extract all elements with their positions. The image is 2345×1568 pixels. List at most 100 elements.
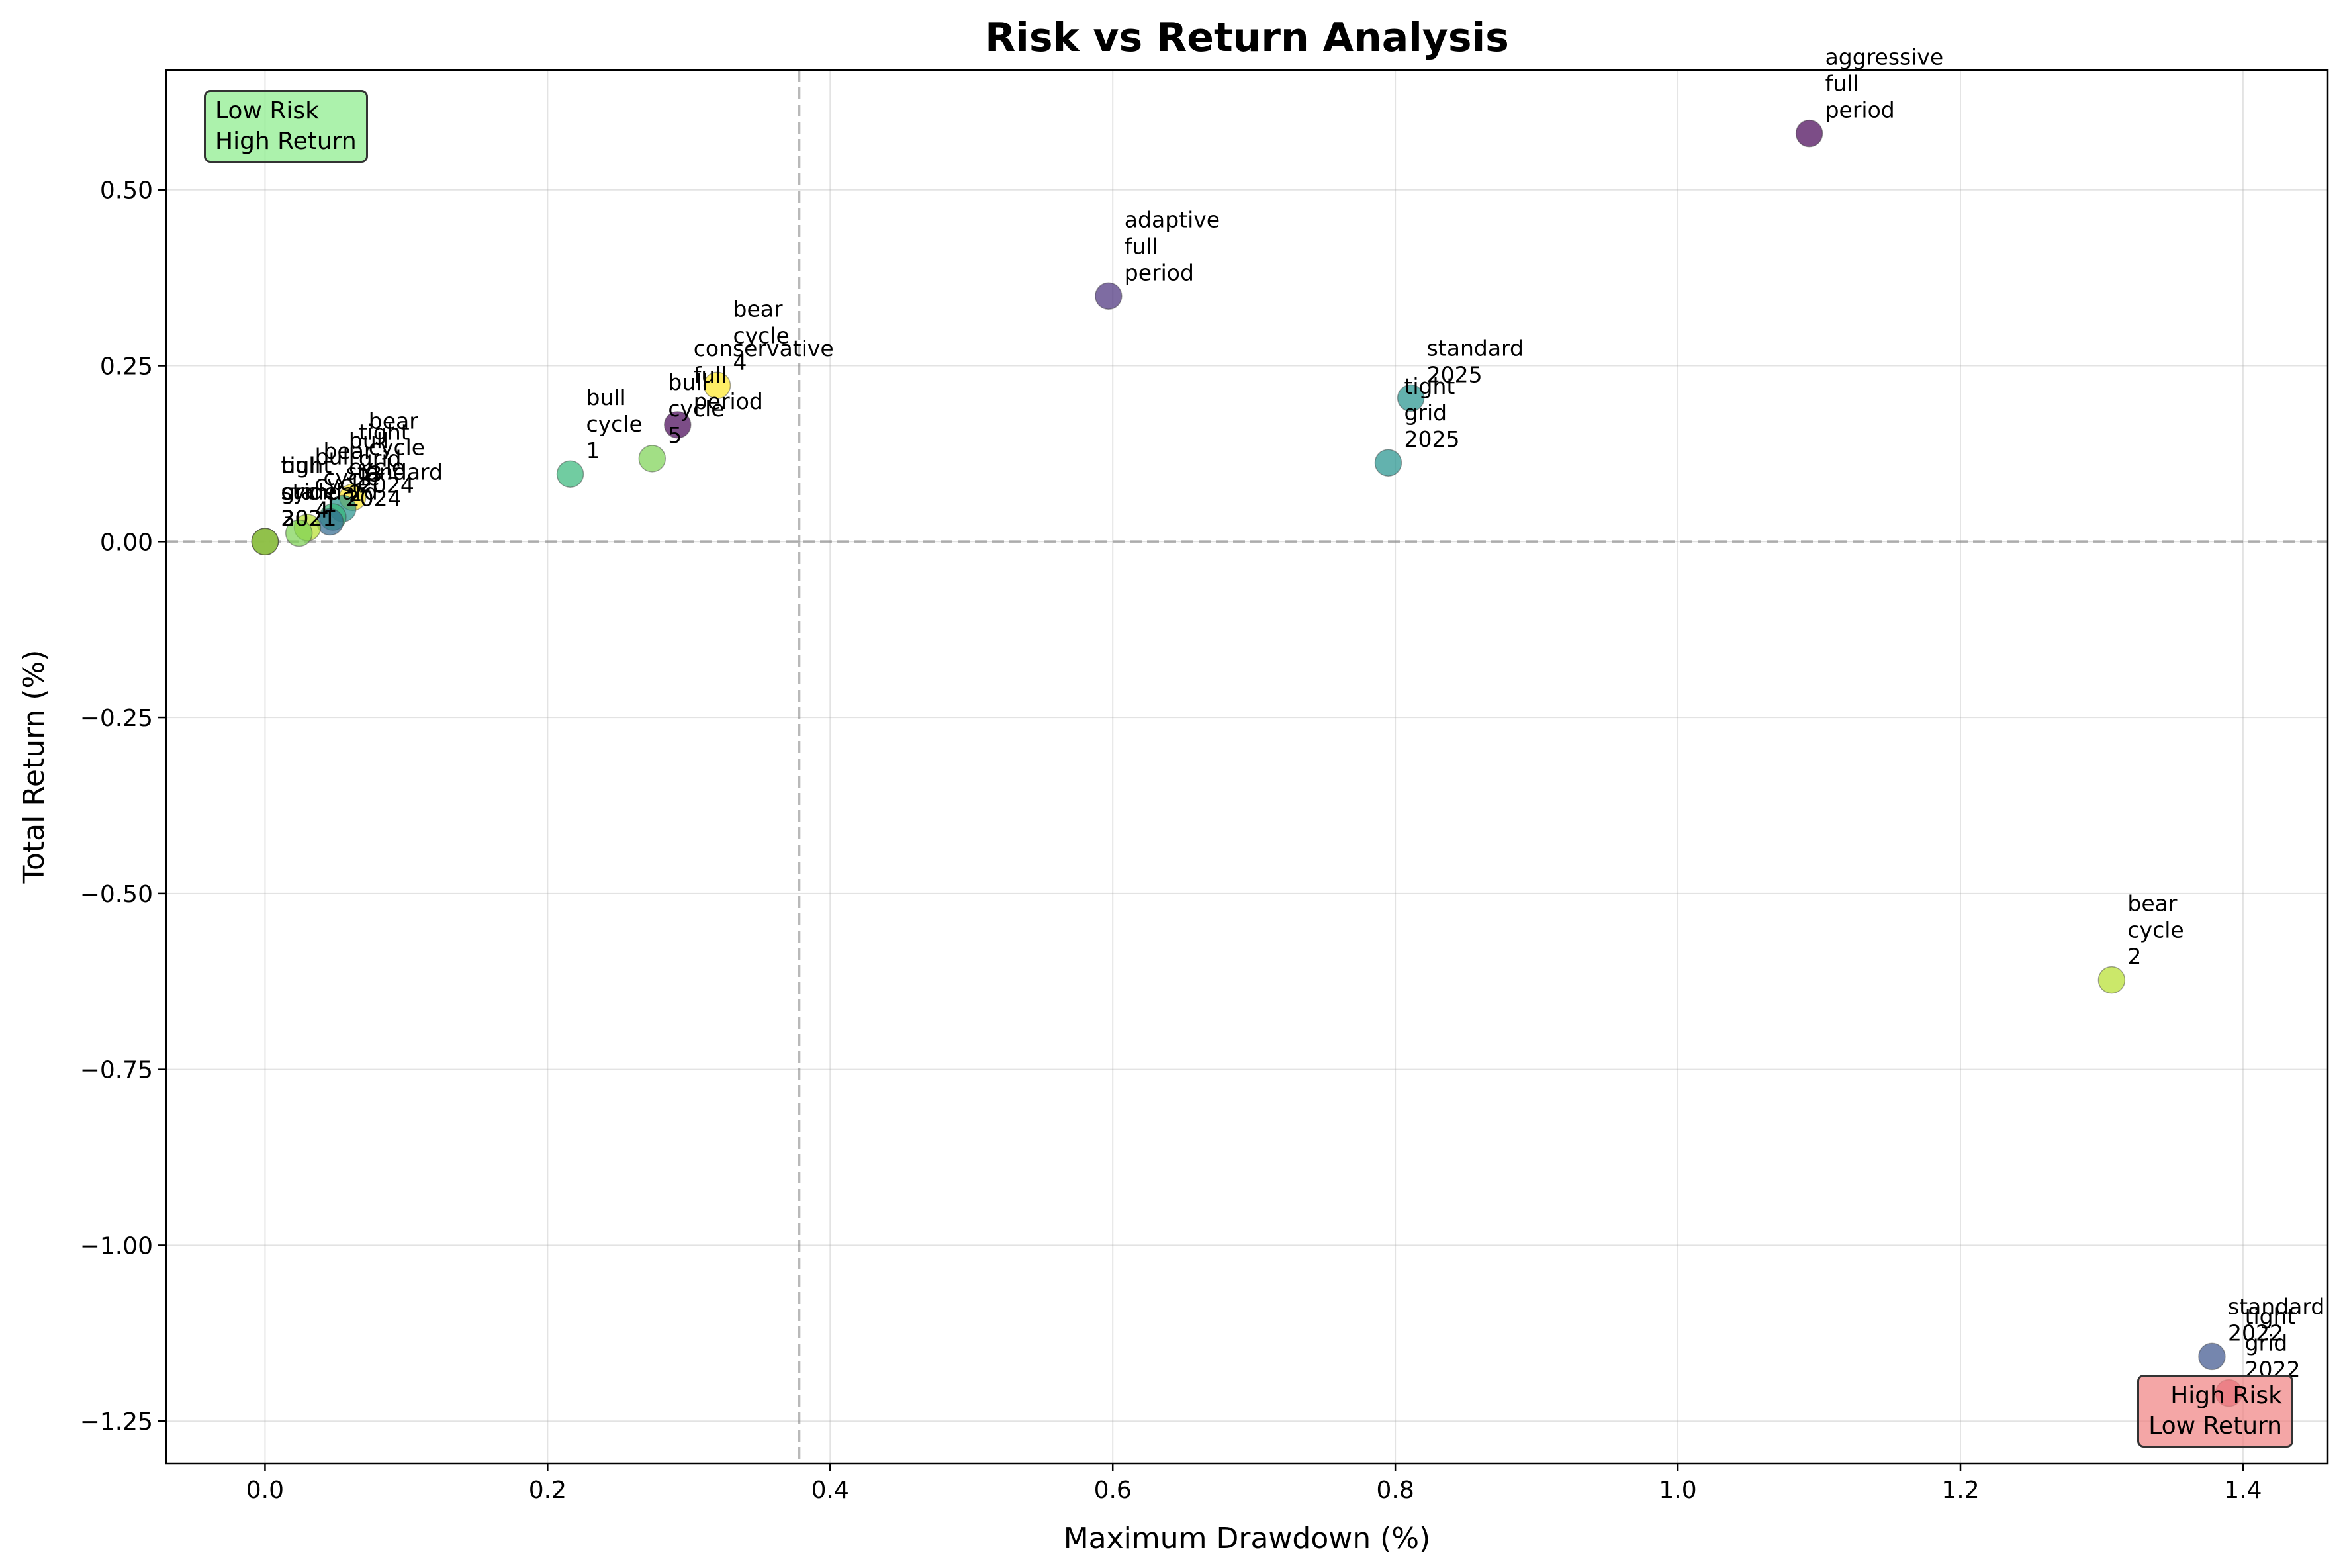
- point-label-line: bull: [315, 444, 355, 470]
- point-label-line: 2021: [281, 505, 336, 531]
- x-tick-label: 1.4: [2224, 1477, 2262, 1504]
- point-label: adaptive full period: [1125, 207, 1220, 285]
- scatter-point: [1397, 384, 1425, 412]
- chart-title: Risk vs Return Analysis: [985, 15, 1509, 61]
- point-label-line: tight: [281, 452, 332, 478]
- point-label-line: 5: [668, 422, 682, 448]
- point-label-line: tight: [2245, 1304, 2296, 1330]
- point-label-line: 2: [2127, 944, 2141, 970]
- point-label-line: 4: [315, 497, 329, 523]
- point-label-line: 2: [349, 481, 363, 506]
- x-tick-label: 0.4: [811, 1477, 849, 1504]
- point-label: bull cycle 4: [315, 444, 371, 523]
- point-label-line: grid: [2245, 1330, 2288, 1356]
- point-label-line: bear: [323, 438, 373, 464]
- point-label: bear cycle 3: [369, 408, 425, 486]
- scatter-point: [251, 528, 279, 556]
- point-label-line: 3: [369, 461, 383, 486]
- point-label-line: standard: [1427, 335, 1524, 361]
- point-label-line: 2024: [346, 486, 402, 512]
- point-label-line: standard: [281, 479, 377, 504]
- point-label-line: conservative: [694, 336, 834, 361]
- point-label: standard 2021: [281, 479, 377, 531]
- point-label-line: cycle: [668, 396, 724, 422]
- point-label-line: cycle: [349, 454, 405, 480]
- point-label: bull cycle 5: [668, 369, 724, 448]
- point-label: tight grid 2021: [281, 452, 336, 531]
- point-label-line: bull: [668, 369, 708, 395]
- point-label-line: 1: [323, 491, 337, 517]
- scatter-points: [251, 119, 2243, 1407]
- point-label-line: 4: [733, 349, 747, 375]
- point-label-line: bear: [369, 408, 418, 434]
- point-label-line: adaptive: [1125, 207, 1220, 232]
- point-label: bear cycle 4: [733, 296, 790, 375]
- high-risk-low-return-annotation: High Risk Low Return: [2137, 1375, 2293, 1448]
- scatter-point: [1374, 449, 1402, 477]
- point-label: bull cycle 3: [281, 452, 337, 531]
- point-label-line: cycle: [2127, 917, 2184, 943]
- point-label: standard 2025: [1427, 335, 1524, 387]
- y-axis-ticks: 0.50 0.25 0.00 −0.25 −0.50 −0.75 −1.00 −1.25: [80, 177, 166, 1436]
- point-label-line: cycle: [733, 322, 790, 348]
- point-label-line: grid: [359, 445, 402, 471]
- scatter-point: [556, 460, 584, 488]
- point-label-line: bull: [281, 452, 320, 478]
- point-label-line: period: [1125, 259, 1194, 285]
- point-label: tight grid 2024: [359, 419, 414, 498]
- x-tick-label: 0.2: [529, 1477, 567, 1504]
- x-axis-label: Maximum Drawdown (%): [1064, 1522, 1431, 1555]
- point-label-line: 2025: [1404, 426, 1459, 452]
- x-tick-label: 0.6: [1094, 1477, 1132, 1504]
- point-label-line: standard: [2228, 1293, 2324, 1319]
- point-label-line: 2022: [2228, 1320, 2283, 1346]
- x-tick-label: 0.8: [1377, 1477, 1414, 1504]
- point-label-line: cycle: [369, 434, 425, 460]
- point-label-line: cycle: [323, 465, 379, 490]
- point-label-line: cycle: [281, 479, 337, 504]
- point-label-line: standard: [346, 459, 443, 485]
- y-tick-label: 0.25: [100, 353, 153, 381]
- y-tick-label: 0.00: [100, 529, 153, 556]
- scatter-point: [1795, 119, 1823, 148]
- y-tick-label: −1.25: [80, 1408, 153, 1436]
- y-tick-label: −0.50: [80, 881, 153, 908]
- scatter-point: [1095, 282, 1123, 310]
- point-label-line: bear: [733, 296, 783, 322]
- point-label-line: 2025: [1427, 361, 1483, 387]
- scatter-point: [285, 519, 313, 547]
- point-label: conservative full period: [694, 336, 834, 414]
- point-label-line: period: [694, 389, 763, 414]
- scatter-point: [703, 371, 731, 400]
- point-label-line: full: [1125, 233, 1158, 259]
- point-label-line: 3: [281, 505, 295, 531]
- x-axis-ticks: 0.0 0.2 0.4 0.6 0.8 1.0 1.2 1.4: [246, 1463, 2262, 1504]
- y-tick-label: −0.75: [80, 1057, 153, 1084]
- x-tick-label: 1.0: [1659, 1477, 1696, 1504]
- x-tick-label: 0.0: [246, 1477, 284, 1504]
- scatter-point: [663, 411, 692, 439]
- scatter-point: [2198, 1342, 2226, 1371]
- point-label: tight grid 2025: [1404, 373, 1459, 452]
- low-risk-high-return-annotation: Low Risk High Return: [204, 90, 368, 163]
- gridlines: [166, 70, 2328, 1463]
- point-label-line: 2021: [281, 505, 336, 531]
- point-label: bear cycle 2: [2127, 891, 2184, 970]
- point-label: bear cycle 1: [323, 438, 379, 517]
- point-label-line: aggressive: [1825, 44, 1944, 70]
- point-label: bull cycle 1: [586, 385, 643, 463]
- y-tick-label: −1.00: [80, 1232, 153, 1260]
- point-label-line: tight: [1404, 373, 1455, 399]
- point-label: standard 2022: [2228, 1293, 2324, 1346]
- point-label-line: bull: [349, 428, 389, 453]
- y-tick-label: 0.50: [100, 177, 153, 205]
- point-label-line: bear: [2127, 891, 2177, 917]
- point-label-line: grid: [1404, 400, 1447, 426]
- point-label-line: 2024: [359, 472, 414, 498]
- x-tick-label: 1.2: [1941, 1477, 1979, 1504]
- point-label: standard 2024: [346, 459, 443, 512]
- point-label-line: tight: [359, 419, 410, 445]
- point-label-line: grid: [281, 479, 324, 504]
